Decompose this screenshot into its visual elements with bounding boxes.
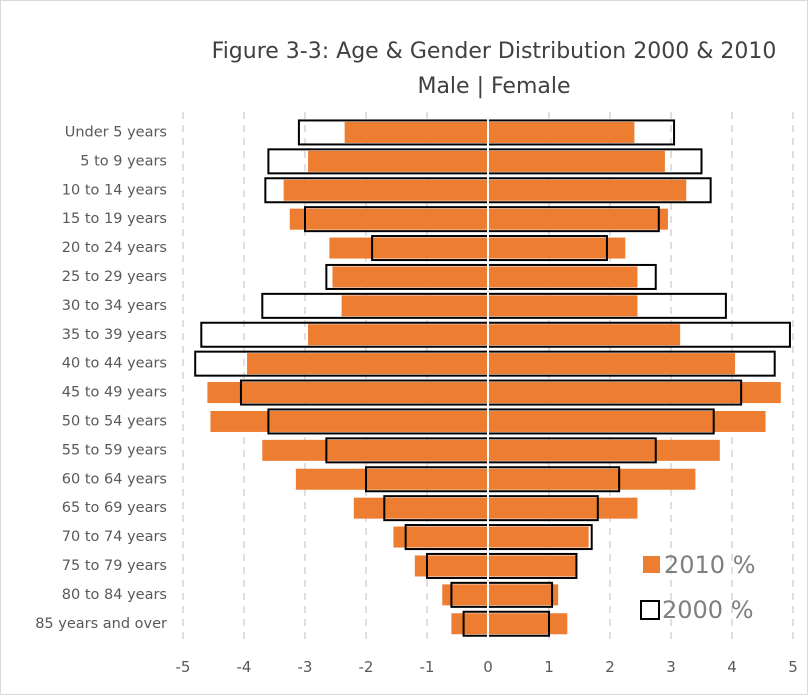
bar-2010-female bbox=[488, 237, 626, 259]
x-tick-label: 1 bbox=[544, 658, 554, 676]
x-tick-label: 2 bbox=[605, 658, 615, 676]
legend-label-2000: 2000 % bbox=[662, 596, 754, 624]
category-label: 60 to 64 years bbox=[62, 471, 167, 487]
category-label: 50 to 54 years bbox=[62, 413, 167, 429]
category-label: 55 to 59 years bbox=[62, 442, 167, 458]
category-label: 85 years and over bbox=[35, 616, 167, 632]
category-label: 70 to 74 years bbox=[62, 529, 167, 545]
bar-2010-female bbox=[488, 526, 589, 548]
category-labels: Under 5 years 5 to 9 years 10 to 14 years 1… bbox=[35, 124, 167, 631]
bar-2010-male bbox=[451, 613, 488, 635]
category-label: 15 to 19 years bbox=[62, 211, 167, 227]
chart-title: Figure 3-3: Age & Gender Distribution 20… bbox=[212, 39, 777, 64]
bar-2010-male bbox=[283, 179, 488, 201]
bar-2010-male bbox=[262, 439, 488, 461]
category-label: Under 5 years bbox=[65, 124, 167, 140]
legend-swatch-2000 bbox=[640, 600, 660, 620]
category-label: 20 to 24 years bbox=[62, 240, 167, 256]
x-tick-label: 5 bbox=[788, 658, 798, 676]
bar-2010-male bbox=[353, 497, 488, 519]
bar-2010-female bbox=[488, 382, 781, 404]
bar-2010-male bbox=[308, 150, 488, 172]
category-label: 45 to 49 years bbox=[62, 385, 167, 401]
bar-2010-female bbox=[488, 150, 665, 172]
bar-2010-female bbox=[488, 555, 577, 577]
x-tick-label: -1 bbox=[420, 658, 435, 676]
category-label: 25 to 29 years bbox=[62, 269, 167, 285]
bar-2010-female bbox=[488, 410, 766, 432]
bar-2010-male bbox=[329, 237, 488, 259]
legend-label-2010: 2010 % bbox=[664, 551, 756, 579]
x-tick-label: 0 bbox=[483, 658, 493, 676]
category-label: 80 to 84 years bbox=[62, 587, 167, 603]
category-label: 40 to 44 years bbox=[62, 356, 167, 372]
x-tick-labels: -5 -4 -3 -2 -1 0 1 2 3 4 5 bbox=[176, 658, 798, 676]
bar-2010-male bbox=[247, 353, 488, 375]
legend-swatch-2010 bbox=[643, 556, 660, 573]
bar-2010-female bbox=[488, 613, 568, 635]
bar-2010-female bbox=[488, 584, 559, 606]
bar-2010-male bbox=[442, 584, 488, 606]
category-label: 5 to 9 years bbox=[80, 153, 167, 169]
bar-2010-female bbox=[488, 353, 736, 375]
bar-2010-male bbox=[332, 266, 488, 288]
bar-2010-female bbox=[488, 439, 720, 461]
bar-2010-male bbox=[289, 208, 488, 230]
bar-2010-female bbox=[488, 121, 635, 143]
bar-2010-female bbox=[488, 468, 696, 490]
bar-2010-female bbox=[488, 497, 638, 519]
bar-2010-male bbox=[393, 526, 488, 548]
category-label: 10 to 14 years bbox=[62, 182, 167, 198]
bar-2010-male bbox=[344, 121, 488, 143]
bar-2010-female bbox=[488, 324, 681, 346]
category-label: 30 to 34 years bbox=[62, 298, 167, 314]
bar-2010-female bbox=[488, 295, 638, 317]
bar-2010-male bbox=[295, 468, 488, 490]
x-tick-label: -5 bbox=[176, 658, 191, 676]
legend: 2010 % 2000 % bbox=[640, 551, 756, 624]
category-label: 35 to 39 years bbox=[62, 327, 167, 343]
x-tick-label: -4 bbox=[237, 658, 252, 676]
category-label: 65 to 69 years bbox=[62, 500, 167, 516]
bar-2010-female bbox=[488, 208, 668, 230]
x-tick-label: 3 bbox=[666, 658, 676, 676]
category-label: 75 to 79 years bbox=[62, 558, 167, 574]
bar-2010-female bbox=[488, 266, 638, 288]
x-tick-label: 4 bbox=[727, 658, 737, 676]
bar-2010-male bbox=[341, 295, 488, 317]
x-tick-label: -2 bbox=[359, 658, 374, 676]
bar-2010-female bbox=[488, 179, 687, 201]
bar-2010-male bbox=[308, 324, 488, 346]
bars bbox=[194, 112, 791, 640]
bar-2010-male bbox=[207, 382, 488, 404]
x-tick-label: -3 bbox=[298, 658, 313, 676]
chart-subtitle: Male | Female bbox=[417, 74, 570, 99]
bar-2010-male bbox=[414, 555, 488, 577]
bar-2010-male bbox=[210, 410, 488, 432]
